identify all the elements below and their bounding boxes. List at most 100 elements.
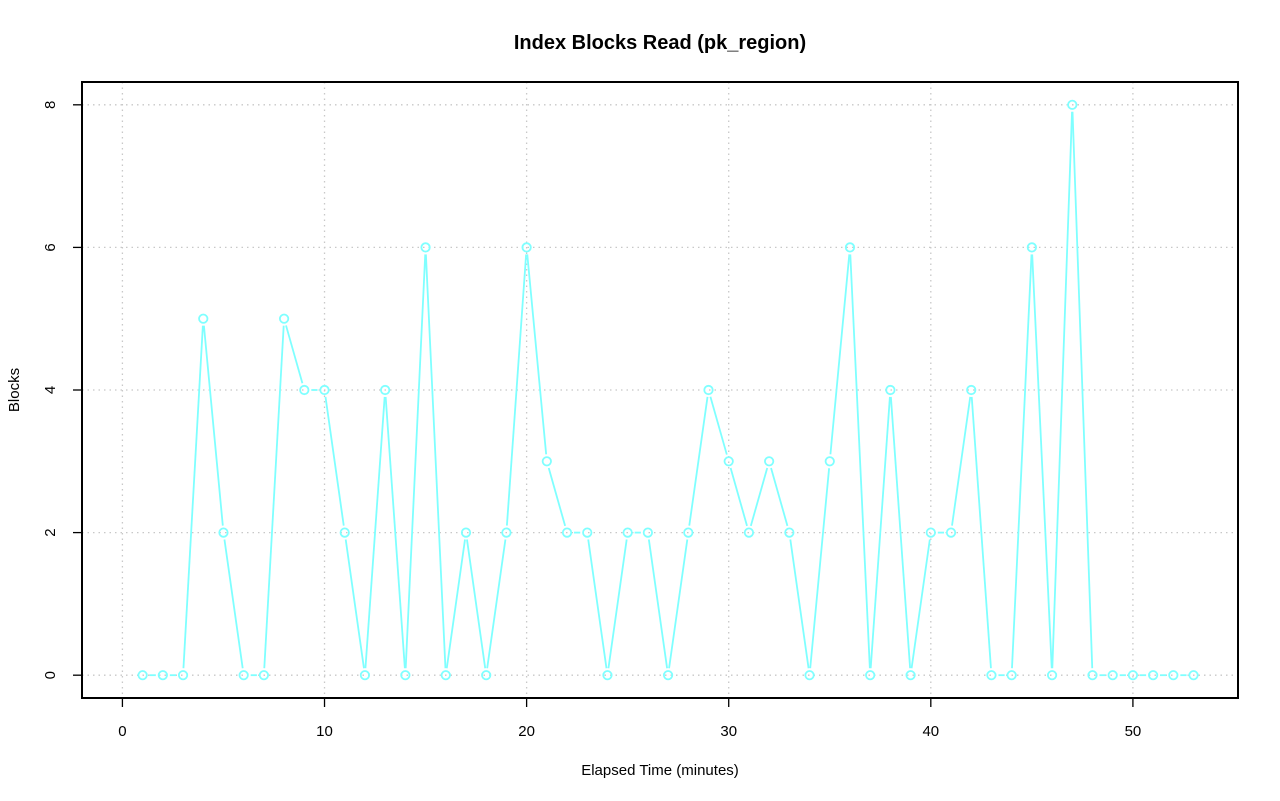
series-line-segment [869, 396, 891, 669]
data-point [1127, 670, 1139, 681]
series-line-segment [910, 539, 931, 669]
data-point [966, 384, 977, 396]
data-point [622, 527, 633, 538]
series-line-segment [668, 539, 689, 669]
data-point [642, 527, 653, 538]
data-point [764, 456, 775, 467]
data-point [440, 670, 451, 681]
data-point [784, 527, 795, 538]
data-point [1148, 670, 1159, 681]
series-layer [137, 99, 1199, 681]
data-point [1087, 670, 1098, 681]
data-point [481, 670, 492, 681]
data-point [278, 313, 290, 324]
y-axis-label: Blocks [6, 368, 23, 412]
series-line-segment [344, 539, 365, 669]
data-point [420, 242, 431, 253]
chart-title: Index Blocks Read (pk_region) [514, 32, 806, 54]
data-point [1067, 99, 1078, 110]
data-point [1046, 670, 1058, 681]
data-point [137, 670, 148, 681]
series-line-segment [1011, 254, 1033, 669]
series-line-segment [182, 325, 204, 669]
series-line-segment [729, 467, 748, 527]
x-tick-label: 10 [316, 723, 333, 740]
data-point [905, 670, 916, 681]
series-line-segment [749, 467, 769, 527]
x-tick-label: 50 [1125, 723, 1142, 740]
data-point [804, 670, 815, 681]
series-line-segment [223, 539, 244, 669]
data-point [582, 527, 593, 538]
series-0 [137, 99, 1199, 681]
series-line-segment [364, 396, 386, 669]
series-line-segment [424, 254, 447, 669]
series-line-segment [1051, 111, 1073, 669]
series-line-segment [404, 254, 427, 669]
series-line-segment [688, 396, 709, 526]
x-axis-label: Elapsed Time (minutes) [581, 762, 739, 779]
data-point [561, 527, 573, 538]
y-tick-label: 0 [42, 671, 59, 679]
series-line-segment [506, 254, 528, 526]
data-point [824, 456, 835, 467]
series-line-segment [647, 539, 668, 669]
data-point [460, 527, 472, 538]
series-line-segment [849, 254, 871, 669]
series-line-segment [285, 325, 304, 384]
y-tick-label: 4 [42, 386, 59, 394]
series-line-segment [829, 254, 851, 455]
data-point [1188, 670, 1199, 681]
data-point [986, 670, 997, 681]
data-point [218, 527, 229, 538]
data-point [602, 670, 613, 681]
series-line-segment [770, 467, 789, 527]
x-axis: 0 10 20 30 40 50 [118, 697, 1142, 740]
data-point [885, 384, 896, 396]
data-point [400, 670, 411, 681]
series-line-segment [809, 468, 830, 669]
series-line-segment [951, 396, 972, 526]
data-point [157, 670, 168, 681]
x-tick-label: 0 [118, 723, 126, 740]
data-point [339, 527, 350, 538]
x-tick-label: 30 [720, 723, 737, 740]
data-point [319, 384, 330, 396]
data-point [925, 527, 936, 538]
y-tick-label: 2 [42, 528, 59, 536]
series-line-segment [1071, 111, 1094, 669]
series-line-segment [1031, 254, 1053, 669]
y-axis: 0 2 4 6 8 [42, 101, 83, 679]
data-point [1006, 670, 1017, 681]
series-line-segment [709, 396, 728, 455]
series-line-segment [486, 539, 507, 669]
data-point [238, 670, 249, 681]
y-tick-label: 8 [42, 101, 59, 109]
data-point [380, 384, 391, 396]
series-line-segment [587, 539, 608, 669]
series-line-segment [970, 396, 992, 669]
data-point [743, 527, 755, 538]
series-line-segment [607, 539, 628, 669]
data-point [501, 527, 512, 538]
data-point [723, 456, 734, 467]
grid-lines [82, 82, 1238, 698]
data-point [258, 670, 269, 681]
data-point [359, 670, 371, 681]
x-tick-label: 40 [922, 723, 939, 740]
data-point [844, 242, 856, 253]
y-tick-label: 6 [42, 243, 59, 251]
data-point [1026, 242, 1037, 253]
data-point [662, 670, 674, 681]
x-tick-label: 20 [518, 723, 535, 740]
series-line-segment [324, 396, 345, 526]
series-line-segment [263, 325, 285, 669]
data-point [865, 670, 876, 681]
data-point [1107, 670, 1118, 681]
series-line-segment [466, 539, 487, 669]
series-line-segment [203, 325, 224, 526]
data-point [703, 384, 714, 396]
data-point [683, 527, 694, 538]
data-point [945, 527, 957, 538]
